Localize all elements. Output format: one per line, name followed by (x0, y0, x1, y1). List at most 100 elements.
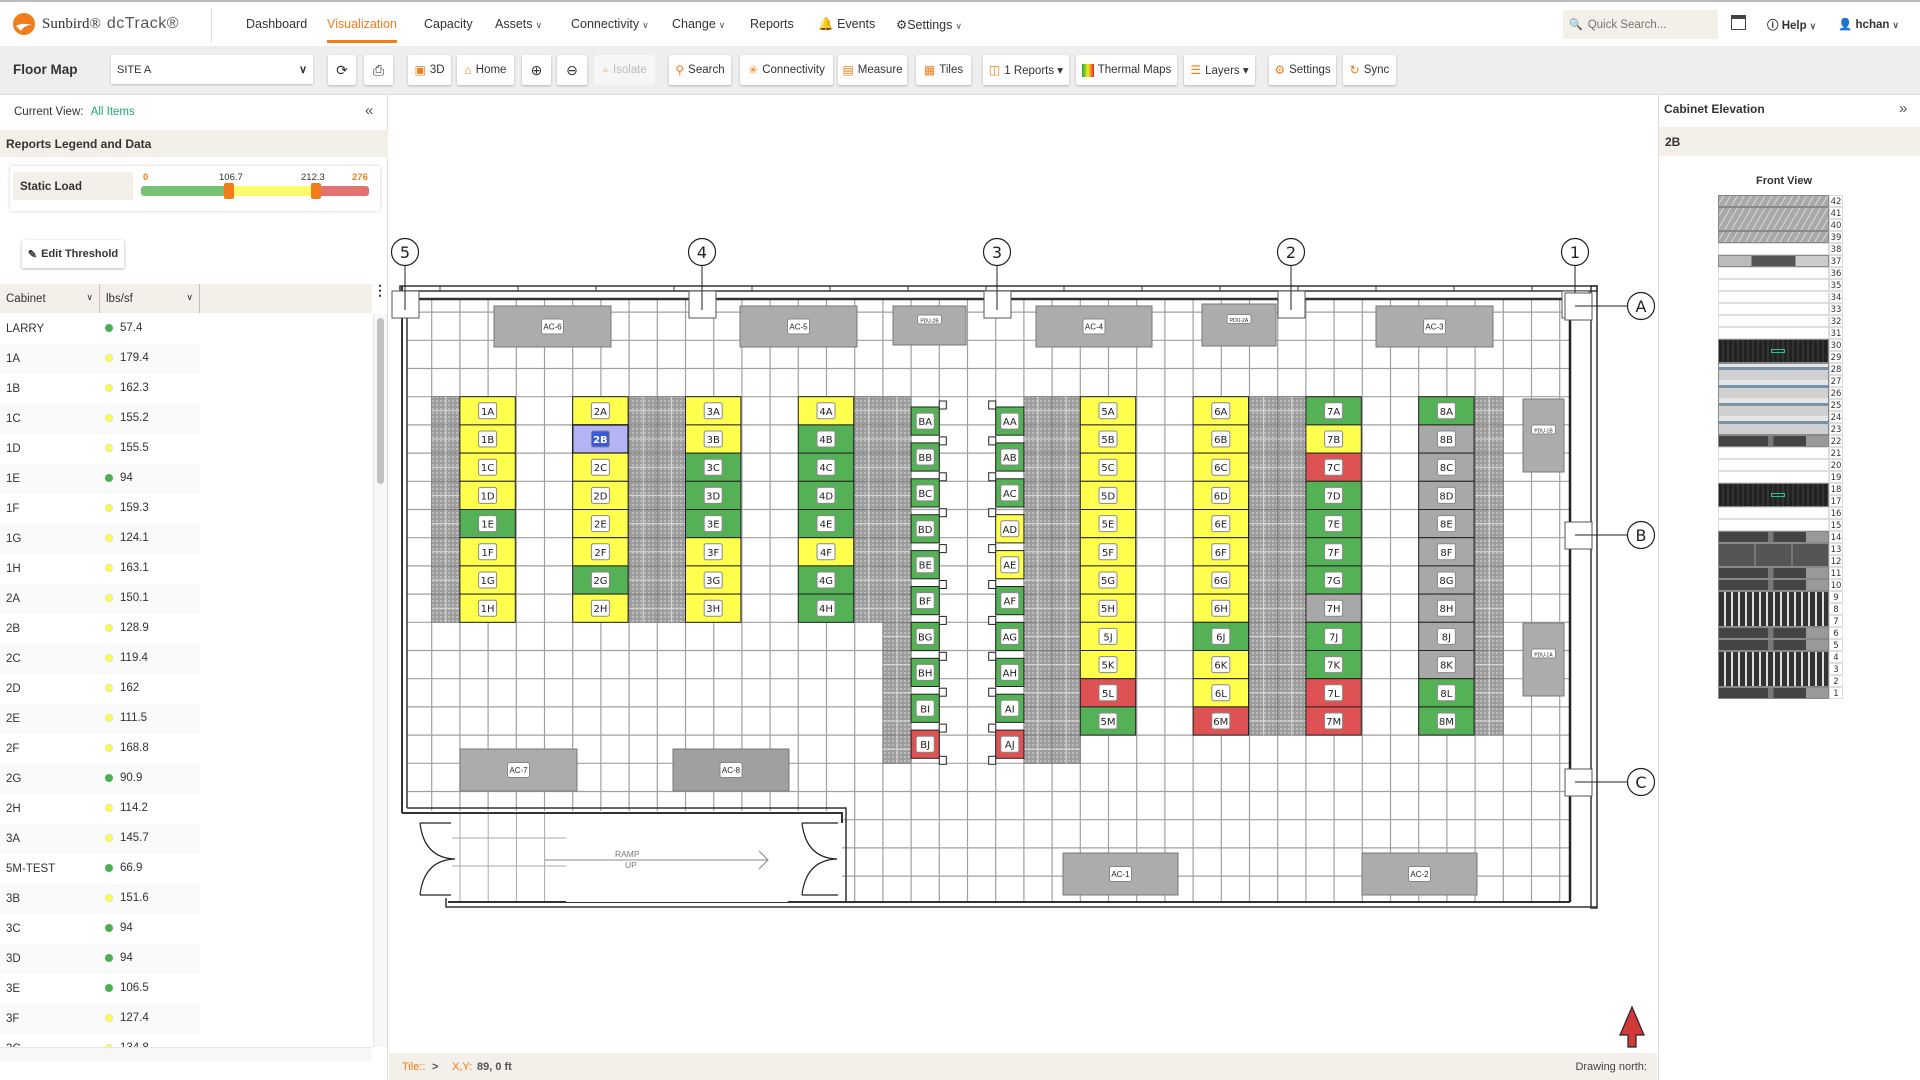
cabinet-be[interactable]: BE (910, 544, 947, 580)
cabinet-8c[interactable]: 8C (1418, 452, 1475, 482)
rack-device-storage[interactable] (1718, 651, 1829, 687)
rack-device-storage[interactable] (1718, 591, 1829, 627)
cabinet-2c[interactable]: 2C (572, 452, 629, 482)
rack-slot[interactable] (1718, 243, 1829, 255)
cabinet-ad[interactable]: AD (988, 508, 1025, 544)
thermal-maps-button[interactable]: ▩Thermal Maps (1076, 55, 1177, 85)
rack-device-server-1u[interactable] (1718, 435, 1829, 447)
rack-device-blank[interactable] (1718, 207, 1829, 231)
equipment-ac-3[interactable]: AC-3 (1375, 305, 1494, 348)
cabinet-3b[interactable]: 3B (685, 424, 742, 454)
cabinet-8b[interactable]: 8B (1418, 424, 1475, 454)
rack-device-switch[interactable] (1718, 255, 1829, 267)
table-row[interactable]: 3B 151.6 (0, 884, 200, 914)
site-select[interactable]: SITE A ∨ (111, 55, 313, 84)
table-row[interactable]: LARRY 57.4 (0, 314, 200, 344)
cabinet-8d[interactable]: 8D (1418, 480, 1475, 510)
equipment-ac-8[interactable]: AC-8 (672, 748, 790, 792)
cabinet-4c[interactable]: 4C (797, 452, 855, 482)
table-row[interactable]: 2A 150.1 (0, 584, 200, 614)
cabinet-3e[interactable]: 3E (685, 509, 742, 539)
cabinet-6h[interactable]: 6H (1192, 593, 1249, 623)
cabinet-3f[interactable]: 3F (685, 537, 742, 567)
cabinet-5f[interactable]: 5F (1079, 537, 1137, 567)
table-row[interactable]: 2C 119.4 (0, 644, 200, 674)
cabinet-8j[interactable]: 8J (1418, 621, 1475, 651)
equipment-ac-5[interactable]: AC-5 (739, 305, 858, 348)
rack-slot[interactable] (1718, 519, 1829, 531)
equipment-pdu-1a[interactable]: PDU-1A (1522, 622, 1565, 697)
table-row[interactable]: 2D 162 (0, 674, 200, 704)
measure-button[interactable]: ▤ Measure (838, 55, 907, 85)
collapse-panel-icon[interactable]: « (365, 102, 374, 119)
equipment-pdu-2a[interactable]: PDU-2A (1201, 303, 1277, 347)
cabinet-5m[interactable]: 5M (1079, 706, 1137, 736)
threshold-high-handle[interactable] (311, 183, 322, 199)
cabinet-4e[interactable]: 4E (797, 509, 855, 539)
table-row[interactable]: 1C 155.2 (0, 404, 200, 434)
table-row[interactable]: 1A 179.4 (0, 344, 200, 374)
nav-item-settings[interactable]: ⚙Settings ∨ (896, 17, 962, 32)
cabinet-7a[interactable]: 7A (1305, 396, 1362, 426)
cabinet-aj[interactable]: AJ (988, 723, 1025, 765)
cabinet-5d[interactable]: 5D (1079, 480, 1137, 510)
table-row[interactable]: 1H 163.1 (0, 554, 200, 584)
cabinet-8a[interactable]: 8A (1418, 396, 1475, 426)
cabinet-bj[interactable]: BJ (910, 723, 947, 765)
cabinet-7l[interactable]: 7L (1305, 678, 1362, 708)
rack-slot[interactable] (1718, 291, 1829, 303)
logo[interactable]: Sunbird® dcTrack® (12, 12, 179, 36)
cabinet-5h[interactable]: 5H (1079, 593, 1137, 623)
refresh-button[interactable]: ⟳ (328, 55, 356, 85)
rack-slot[interactable] (1718, 327, 1829, 339)
rack-slot[interactable] (1718, 279, 1829, 291)
cabinet-2e[interactable]: 2E (572, 509, 629, 539)
nav-item-change[interactable]: Change ∨ (672, 17, 725, 31)
cabinet-7f[interactable]: 7F (1305, 537, 1362, 567)
table-row[interactable]: 5M-TEST 66.9 (0, 854, 200, 884)
rack-device-server-1u[interactable] (1718, 567, 1829, 579)
3d-button[interactable]: ▣ 3D (408, 55, 451, 85)
table-row[interactable]: 1G 124.1 (0, 524, 200, 554)
horizontal-scrollbar[interactable] (0, 1047, 372, 1061)
rack-slot[interactable] (1718, 303, 1829, 315)
cabinet-6l[interactable]: 6L (1192, 678, 1249, 708)
cabinet-1d[interactable]: 1D (459, 480, 516, 510)
table-row[interactable]: 1D 155.5 (0, 434, 200, 464)
vertical-scrollbar[interactable] (373, 314, 387, 1047)
cabinet-6c[interactable]: 6C (1192, 452, 1249, 482)
search-button[interactable]: ⚲ Search (669, 55, 731, 85)
print-button[interactable]: ⎙ (364, 55, 393, 85)
cabinet-6e[interactable]: 6E (1192, 509, 1249, 539)
cabinet-ae[interactable]: AE (988, 544, 1025, 580)
rack-slot[interactable] (1718, 507, 1829, 519)
rack-device-server-dark[interactable] (1718, 483, 1829, 507)
zoom-out-button[interactable]: ⊖ (557, 55, 587, 85)
column-header-lbs-sf[interactable]: lbs/sf ∨ (100, 284, 200, 313)
cabinet-2b[interactable]: 2B (571, 424, 629, 454)
cabinet-4d[interactable]: 4D (797, 480, 855, 510)
help-menu[interactable]: ⓘ Help ∨ (1767, 20, 1817, 32)
cabinet-bh[interactable]: BH (910, 651, 947, 687)
table-row[interactable]: 3F 127.4 (0, 1004, 200, 1034)
table-row[interactable]: 3D 94 (0, 944, 200, 974)
cabinet-7h[interactable]: 7H (1305, 593, 1362, 623)
column-header-cabinet[interactable]: Cabinet ∨ (0, 284, 100, 313)
equipment-ac-1[interactable]: AC-1 (1062, 852, 1179, 896)
tiles-button[interactable]: ▦ Tiles (916, 55, 971, 85)
table-row[interactable]: 2B 128.9 (0, 614, 200, 644)
current-view-link[interactable]: All Items (90, 106, 135, 118)
rack-slot[interactable] (1718, 267, 1829, 279)
cabinet-8f[interactable]: 8F (1418, 537, 1475, 567)
rack-slot[interactable] (1718, 459, 1829, 471)
column-options-icon[interactable]: ⋮ (373, 283, 387, 313)
cabinet-5e[interactable]: 5E (1079, 509, 1137, 539)
settings-button[interactable]: ⚙ Settings (1269, 55, 1336, 85)
zoom-in-button[interactable]: ⊕ (522, 55, 551, 85)
threshold-low-handle[interactable] (224, 183, 235, 199)
rack-device-server-1u[interactable] (1718, 579, 1829, 591)
rack-slot[interactable] (1718, 471, 1829, 483)
rack-device-server-dark[interactable] (1718, 339, 1829, 363)
cabinet-ai[interactable]: AI (988, 687, 1025, 723)
